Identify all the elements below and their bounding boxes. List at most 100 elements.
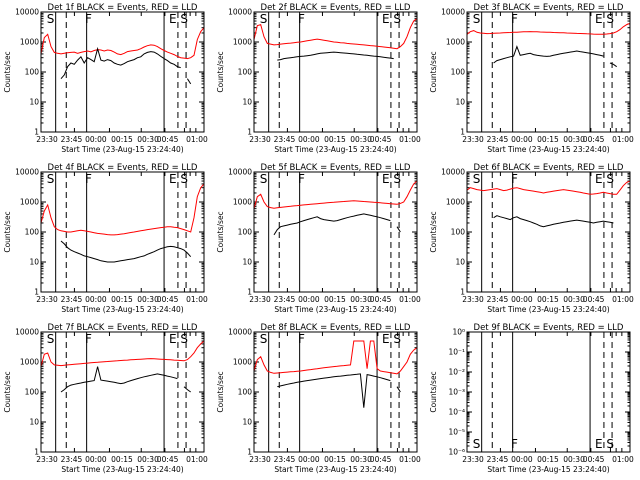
x-tick-label: 00:15 (111, 295, 133, 304)
y-tick-label: 10 (29, 418, 39, 427)
x-tick-label: 23:30 (36, 455, 58, 464)
plot-frame (40, 171, 205, 293)
y-axis-label: Counts/sec (3, 371, 12, 412)
phase-marker: F (85, 172, 92, 186)
y-tick-label: 10⁻⁵ (448, 428, 465, 437)
plot-frame (253, 11, 418, 133)
x-axis-label: Start Time (23-Aug-15 23:24:40) (487, 465, 609, 474)
lld-series-line (40, 183, 205, 236)
x-tick-label: 23:45 (274, 295, 296, 304)
x-tick-label: 23:30 (462, 135, 484, 144)
phase-marker: F (85, 332, 92, 346)
chart-panel-6: Det 6f BLACK = Events, RED = LLD Counts/s… (429, 163, 634, 314)
y-axis-label: Counts/sec (3, 51, 12, 92)
lld-series-line (466, 22, 631, 35)
x-tick-label: 00:30 (137, 295, 159, 304)
phase-marker: E (382, 172, 390, 186)
y-axis-label: Counts/sec (216, 371, 225, 412)
phase-marker: S (47, 172, 55, 186)
lld-series-line (253, 18, 418, 50)
y-tick-label: 100 (25, 388, 40, 397)
lld-series-line (40, 27, 205, 60)
events-series-line (186, 78, 192, 85)
y-tick-label: 10 (242, 418, 252, 427)
y-tick-label: 10⁻³ (448, 388, 465, 397)
x-tick-label: 00:00 (511, 135, 533, 144)
phase-marker: S (393, 12, 401, 26)
chart-title: Det 2f BLACK = Events, RED = LLD (261, 3, 411, 13)
x-tick-label: 23:45 (487, 135, 509, 144)
y-tick-label: 10⁰ (452, 328, 465, 337)
phase-marker: F (511, 12, 518, 26)
y-tick-label: 1000 (20, 38, 39, 47)
x-tick-label: 00:45 (583, 135, 605, 144)
x-axis-label: Start Time (23-Aug-15 23:24:40) (61, 305, 183, 314)
y-tick-label: 10000 (228, 8, 252, 17)
phase-marker: S (393, 172, 401, 186)
y-tick-label: 10 (29, 98, 39, 107)
events-series-line (396, 226, 401, 233)
events-series-line (277, 373, 391, 408)
x-axis-label: Start Time (23-Aug-15 23:24:40) (61, 465, 183, 474)
x-tick-label: 23:30 (249, 295, 271, 304)
phase-marker: F (511, 437, 518, 451)
y-axis-label: Counts/sec (3, 211, 12, 252)
chart-panel-9: Det 9f BLACK = Events, RED = LLD Counts/s… (429, 323, 634, 474)
x-tick-label: 00:45 (157, 455, 179, 464)
y-tick-label: 10000 (15, 8, 39, 17)
chart-title: Det 5f BLACK = Events, RED = LLD (261, 163, 411, 173)
x-tick-label: 23:45 (487, 455, 509, 464)
phase-marker: E (169, 12, 177, 26)
y-tick-label: 1 (34, 288, 39, 297)
plot-frame (40, 11, 205, 133)
x-tick-label: 01:00 (612, 295, 634, 304)
y-tick-label: 10000 (228, 328, 252, 337)
chart-title: Det 4f BLACK = Events, RED = LLD (48, 163, 198, 173)
y-tick-label: 1000 (446, 38, 465, 47)
plot-frame (40, 331, 205, 453)
x-tick-label: 23:45 (61, 135, 83, 144)
x-tick-label: 00:00 (85, 455, 107, 464)
chart-panel-2: Det 2f BLACK = Events, RED = LLD Counts/s… (216, 3, 421, 154)
y-tick-label: 100 (238, 68, 253, 77)
x-tick-label: 00:00 (298, 135, 320, 144)
y-tick-label: 10000 (15, 328, 39, 337)
x-tick-label: 00:45 (370, 135, 392, 144)
phase-marker: F (298, 332, 305, 346)
y-tick-label: 100 (25, 68, 40, 77)
x-tick-label: 00:30 (350, 455, 372, 464)
x-axis-label: Start Time (23-Aug-15 23:24:40) (274, 305, 396, 314)
phase-marker: S (473, 437, 481, 451)
y-tick-label: 100 (238, 228, 253, 237)
y-tick-label: 1000 (20, 198, 39, 207)
events-series-line (493, 215, 614, 228)
x-tick-label: 00:15 (324, 135, 346, 144)
x-tick-label: 01:00 (186, 135, 208, 144)
events-series-line (60, 46, 181, 80)
y-tick-label: 10000 (228, 168, 252, 177)
x-tick-label: 00:45 (370, 295, 392, 304)
x-tick-label: 01:00 (399, 455, 421, 464)
x-tick-label: 00:45 (157, 295, 179, 304)
y-tick-label: 100 (451, 68, 466, 77)
phase-marker: S (260, 332, 268, 346)
chart-panel-4: Det 4f BLACK = Events, RED = LLD Counts/s… (3, 163, 208, 314)
phase-marker: S (606, 12, 614, 26)
phase-marker: S (180, 332, 188, 346)
lld-series-line (253, 180, 418, 209)
y-tick-label: 1000 (20, 358, 39, 367)
x-tick-label: 23:30 (462, 455, 484, 464)
chart-panel-1: Det 1f BLACK = Events, RED = LLD Counts/s… (3, 3, 208, 154)
x-tick-label: 23:45 (61, 455, 83, 464)
plot-frame (466, 331, 631, 453)
phase-marker: S (180, 12, 188, 26)
x-tick-label: 01:00 (186, 295, 208, 304)
plot-frame (253, 331, 418, 453)
chart-title: Det 7f BLACK = Events, RED = LLD (48, 323, 198, 333)
y-tick-label: 10000 (15, 168, 39, 177)
lld-series-line (40, 340, 205, 367)
y-tick-label: 10000 (441, 8, 465, 17)
phase-marker: S (473, 172, 481, 186)
x-tick-label: 00:15 (537, 295, 559, 304)
y-tick-label: 1 (34, 448, 39, 457)
